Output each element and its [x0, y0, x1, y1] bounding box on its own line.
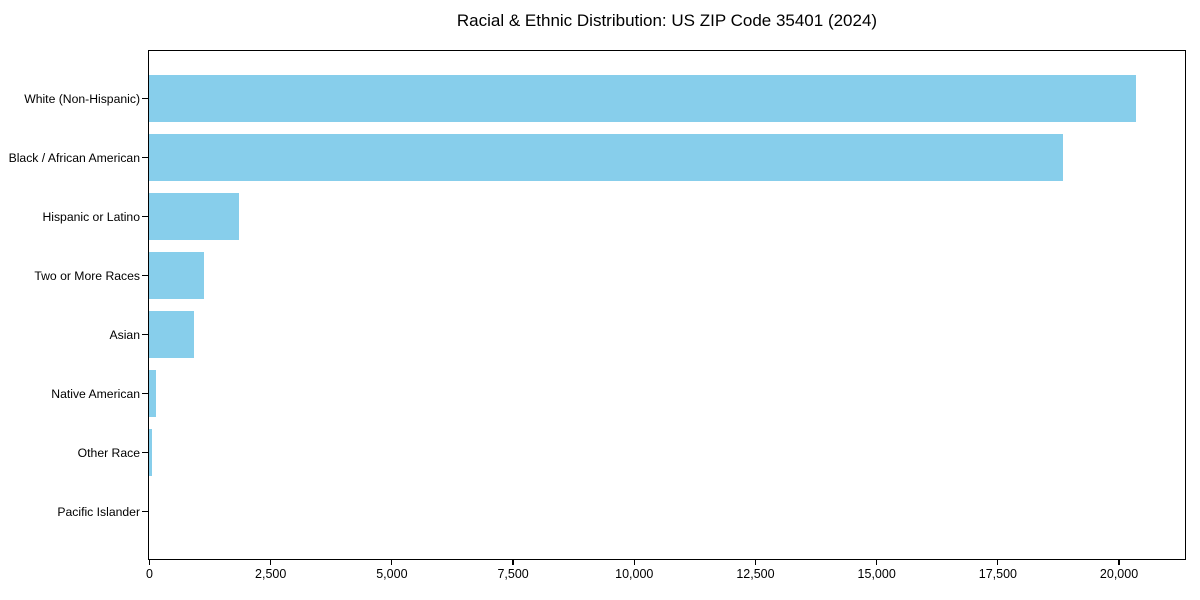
bar — [149, 369, 157, 417]
x-tick-label: 20,000 — [1099, 567, 1139, 581]
y-tick-label: Pacific Islander — [57, 504, 140, 519]
bar — [149, 428, 152, 476]
y-tick-mark — [142, 451, 149, 454]
x-tick-mark — [512, 559, 514, 565]
y-tick-mark — [142, 333, 149, 336]
x-tick-label: 2,500 — [255, 567, 287, 581]
y-tick-label: Hispanic or Latino — [42, 209, 140, 224]
y-tick-label: Asian — [109, 327, 141, 342]
x-tick-label: 12,500 — [736, 567, 775, 581]
y-tick-label: Other Race — [77, 445, 140, 460]
x-tick-mark — [391, 559, 393, 565]
y-tick-mark — [142, 97, 149, 100]
bar — [149, 74, 1136, 122]
bar — [149, 251, 205, 299]
x-tick-mark — [633, 559, 635, 565]
y-tick-mark — [142, 510, 149, 513]
y-tick-mark — [142, 156, 149, 159]
x-tick-mark — [148, 559, 151, 565]
y-tick-mark — [142, 215, 149, 218]
bar — [149, 192, 239, 240]
x-tick-mark — [997, 559, 999, 565]
y-tick-label: Black / African American — [8, 150, 140, 165]
bar — [149, 133, 1063, 181]
bar — [149, 310, 195, 358]
x-tick-mark — [1118, 559, 1120, 565]
x-tick-mark — [270, 559, 272, 565]
y-tick-label: Native American — [51, 386, 140, 401]
y-tick-label: White (Non-Hispanic) — [24, 91, 140, 106]
x-tick-label: 17,500 — [978, 567, 1017, 581]
x-tick-label: 7,500 — [497, 567, 529, 581]
y-tick-mark — [142, 274, 149, 277]
x-tick-mark — [876, 559, 878, 565]
x-tick-label: 15,000 — [857, 567, 896, 581]
y-tick-label: Two or More Races — [34, 268, 140, 283]
x-tick-mark — [754, 559, 757, 565]
chart-title: Racial & Ethnic Distribution: US ZIP Cod… — [456, 11, 878, 30]
x-tick-label: 5,000 — [376, 567, 408, 581]
x-tick-label: 10,000 — [615, 567, 654, 581]
plot-area — [148, 50, 1186, 560]
y-tick-mark — [142, 392, 149, 395]
x-tick-label: 0 — [146, 567, 153, 581]
